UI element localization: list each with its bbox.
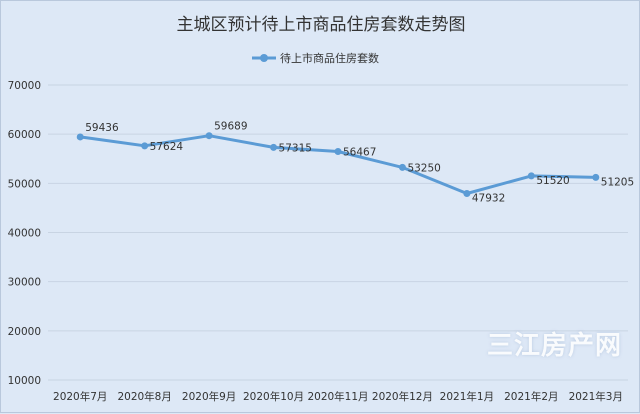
data-point (334, 148, 342, 156)
y-tick-label: 30000 (8, 277, 41, 289)
data-label: 57315 (279, 142, 312, 154)
x-tick-label: 2021年3月 (569, 390, 623, 403)
data-point (141, 142, 149, 150)
data-label: 59436 (85, 122, 119, 134)
x-tick-label: 2020年12月 (372, 390, 433, 403)
x-tick-label: 2020年7月 (53, 390, 107, 403)
legend-label: 待上市商品住房套数 (280, 51, 379, 65)
data-label: 53250 (407, 162, 440, 174)
y-tick-label: 50000 (8, 178, 41, 190)
x-tick-label: 2020年8月 (117, 390, 171, 403)
data-point (398, 163, 406, 171)
data-point (527, 172, 535, 180)
x-tick-label: 2020年9月 (182, 390, 236, 403)
y-tick-label: 20000 (8, 326, 41, 338)
legend: 待上市商品住房套数 (252, 51, 379, 65)
data-point (76, 133, 84, 141)
data-label: 56467 (343, 147, 376, 159)
x-tick-label: 2021年2月 (504, 390, 558, 403)
data-label: 59689 (214, 121, 247, 133)
data-label: 47932 (472, 193, 505, 205)
legend-marker (260, 54, 268, 62)
y-tick-label: 10000 (8, 375, 41, 387)
x-tick-label: 2020年10月 (243, 390, 304, 403)
y-tick-label: 40000 (8, 228, 41, 240)
x-tick-label: 2020年11月 (307, 390, 368, 403)
chart-title: 主城区预计待上市商品住房套数走势图 (177, 15, 466, 35)
data-point (270, 143, 278, 151)
data-label: 51205 (601, 176, 634, 188)
data-label: 57624 (150, 141, 184, 153)
x-tick-label: 2021年1月 (440, 390, 494, 403)
y-tick-label: 60000 (8, 129, 41, 141)
data-point (463, 190, 471, 198)
y-tick-label: 70000 (8, 80, 41, 92)
watermark: 三江房产网 (487, 331, 623, 361)
data-label: 51520 (536, 175, 569, 187)
data-point (205, 132, 213, 140)
data-point (592, 173, 600, 181)
